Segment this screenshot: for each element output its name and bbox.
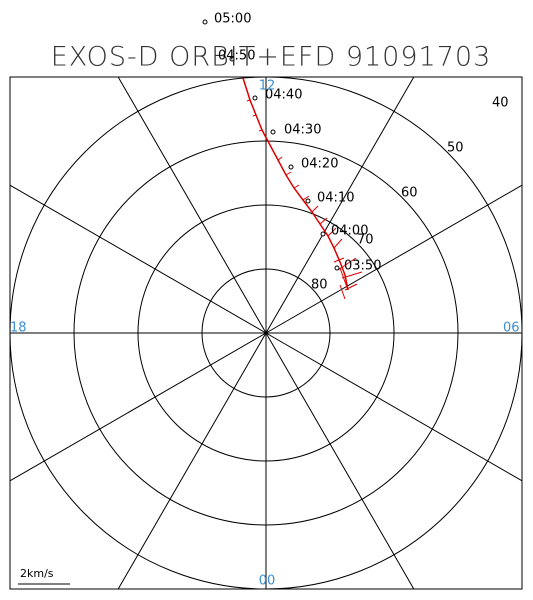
orbit-points [202, 19, 340, 271]
orbit-track [242, 77, 363, 300]
grid-radial [265, 184, 523, 334]
time-label: 04:40 [265, 88, 302, 103]
time-label: 05:00 [214, 12, 251, 27]
orbit-point [202, 19, 208, 25]
orbit-point [320, 231, 326, 237]
mlt-label: 12 [259, 79, 276, 94]
vector-ticks [246, 99, 363, 300]
orbit-point [229, 56, 235, 62]
time-label: 04:10 [317, 191, 354, 206]
time-label: 04:20 [301, 157, 338, 172]
grid-radial [9, 184, 267, 334]
time-label: 04:30 [284, 123, 321, 138]
latitude-label: 70 [357, 233, 374, 248]
latitude-label: 50 [447, 141, 464, 156]
scale-label: 2km/s [20, 567, 54, 580]
grid-radial [117, 332, 267, 590]
grid-radial [9, 332, 267, 482]
mlt-label: 18 [10, 321, 27, 336]
track-line [242, 77, 349, 291]
time-label: 04:50 [218, 49, 255, 64]
orbit-point [270, 129, 276, 135]
orbit-point [252, 95, 258, 101]
title: EXOS-D ORBIT+EFD 91091703 [51, 42, 492, 73]
time-label: 04:00 [331, 224, 368, 239]
grid-radial [265, 332, 415, 590]
mlt-label: 06 [503, 321, 520, 336]
grid-radial [117, 76, 267, 334]
latitude-label: 60 [401, 186, 418, 201]
latitude-label: 80 [311, 278, 328, 293]
grid-radial [265, 76, 415, 334]
orbit-point [288, 164, 294, 170]
latitude-label: 40 [492, 96, 509, 111]
orbit-point [334, 265, 340, 271]
time-label: 03:50 [344, 259, 381, 274]
grid-radial [265, 332, 523, 482]
mlt-label: 00 [259, 574, 276, 589]
polar-grid [9, 76, 523, 590]
orbit-point [305, 198, 311, 204]
